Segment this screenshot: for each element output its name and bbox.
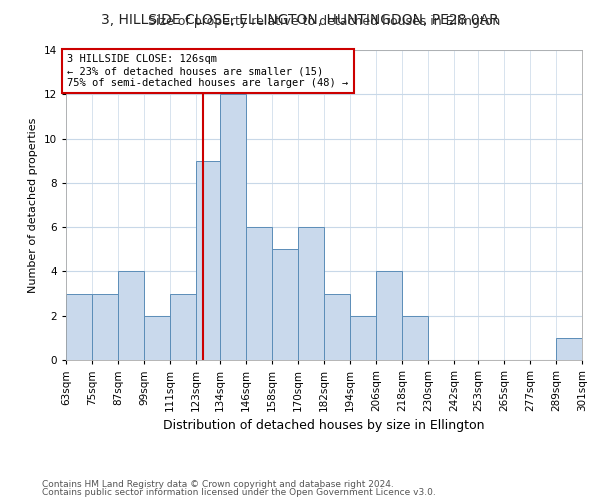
Bar [220, 94, 246, 360]
Bar [350, 316, 376, 360]
Text: 3 HILLSIDE CLOSE: 126sqm
← 23% of detached houses are smaller (15)
75% of semi-d: 3 HILLSIDE CLOSE: 126sqm ← 23% of detach… [67, 54, 349, 88]
Y-axis label: Number of detached properties: Number of detached properties [28, 118, 38, 292]
Bar [324, 294, 350, 360]
Text: Contains public sector information licensed under the Open Government Licence v3: Contains public sector information licen… [42, 488, 436, 497]
Bar [556, 338, 582, 360]
Bar [298, 227, 324, 360]
Bar [118, 272, 144, 360]
Bar [376, 272, 402, 360]
Bar [246, 227, 272, 360]
Bar [66, 294, 92, 360]
Bar [170, 294, 196, 360]
Text: 3, HILLSIDE CLOSE, ELLINGTON, HUNTINGDON, PE28 0AR: 3, HILLSIDE CLOSE, ELLINGTON, HUNTINGDON… [101, 12, 499, 26]
Bar [92, 294, 118, 360]
Bar [272, 250, 298, 360]
Bar [402, 316, 428, 360]
Title: Size of property relative to detached houses in Ellington: Size of property relative to detached ho… [148, 15, 500, 28]
Bar [196, 160, 220, 360]
X-axis label: Distribution of detached houses by size in Ellington: Distribution of detached houses by size … [163, 420, 485, 432]
Text: Contains HM Land Registry data © Crown copyright and database right 2024.: Contains HM Land Registry data © Crown c… [42, 480, 394, 489]
Bar [144, 316, 170, 360]
